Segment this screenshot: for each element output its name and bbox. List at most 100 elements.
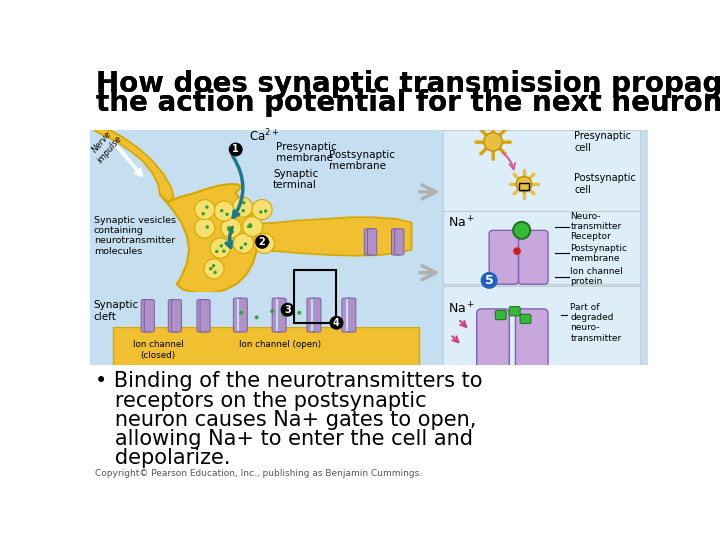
Circle shape	[214, 201, 234, 221]
Text: Postsynaptic
cell: Postsynaptic cell	[575, 173, 636, 195]
Text: 1: 1	[233, 145, 239, 154]
Text: neuron causes Na+ gates to open,: neuron causes Na+ gates to open,	[94, 410, 476, 430]
Circle shape	[215, 250, 218, 253]
Circle shape	[244, 242, 247, 246]
FancyBboxPatch shape	[516, 309, 548, 368]
Text: Part of
degraded
neuro-
transmitter: Part of degraded neuro- transmitter	[570, 302, 622, 343]
Text: depolarize.: depolarize.	[94, 448, 230, 468]
Circle shape	[228, 226, 230, 230]
Text: Postsynaptic
membrane: Postsynaptic membrane	[570, 244, 628, 263]
FancyBboxPatch shape	[307, 298, 316, 332]
Circle shape	[205, 225, 209, 228]
Circle shape	[247, 225, 251, 228]
Circle shape	[212, 264, 215, 267]
Circle shape	[255, 235, 269, 249]
FancyBboxPatch shape	[238, 298, 248, 332]
Circle shape	[266, 240, 270, 244]
FancyBboxPatch shape	[113, 327, 419, 367]
Text: Presynaptic
cell: Presynaptic cell	[575, 131, 631, 153]
FancyBboxPatch shape	[276, 298, 286, 332]
FancyBboxPatch shape	[90, 65, 648, 130]
Text: Copyright© Pearson Education, Inc., publishing as Benjamin Cummings.: Copyright© Pearson Education, Inc., publ…	[94, 469, 422, 477]
Text: Ion channel
(closed): Ion channel (closed)	[132, 340, 184, 360]
Text: 3: 3	[284, 305, 291, 315]
FancyBboxPatch shape	[90, 365, 648, 481]
Text: Neuro-
transmitter
Receptor: Neuro- transmitter Receptor	[570, 212, 622, 241]
Circle shape	[210, 238, 230, 258]
Text: 5: 5	[485, 274, 493, 287]
FancyBboxPatch shape	[364, 229, 374, 255]
Text: receptors on the postsynaptic: receptors on the postsynaptic	[94, 390, 426, 410]
Circle shape	[264, 210, 267, 213]
Text: 4: 4	[333, 318, 340, 328]
Circle shape	[213, 271, 217, 274]
Circle shape	[265, 240, 269, 244]
Circle shape	[241, 209, 245, 212]
Text: Synaptic
cleft: Synaptic cleft	[94, 300, 139, 322]
Text: How does synaptic transmission propagate: How does synaptic transmission propagate	[96, 70, 720, 98]
Text: Ion channel (open): Ion channel (open)	[239, 340, 321, 349]
Text: Nerve
impulse: Nerve impulse	[87, 127, 124, 165]
Text: Synaptic vesicles
containing
neurotransmitter
molecules: Synaptic vesicles containing neurotransm…	[94, 215, 176, 256]
Text: Na$^+$: Na$^+$	[448, 301, 475, 316]
FancyBboxPatch shape	[495, 310, 506, 320]
Circle shape	[242, 201, 246, 205]
Circle shape	[516, 177, 532, 192]
Text: Ca$^{2+}$: Ca$^{2+}$	[249, 127, 279, 144]
Circle shape	[233, 197, 253, 217]
FancyBboxPatch shape	[489, 231, 518, 284]
FancyBboxPatch shape	[477, 309, 509, 368]
Circle shape	[229, 228, 232, 232]
Circle shape	[229, 143, 243, 157]
FancyArrowPatch shape	[420, 266, 436, 280]
Circle shape	[202, 212, 205, 215]
Text: the action potential for the next neuron?: the action potential for the next neuron…	[96, 90, 720, 117]
FancyBboxPatch shape	[197, 300, 207, 332]
Circle shape	[281, 303, 294, 316]
FancyBboxPatch shape	[141, 300, 151, 332]
Circle shape	[282, 313, 286, 317]
Polygon shape	[160, 184, 256, 293]
FancyBboxPatch shape	[395, 229, 404, 255]
FancyBboxPatch shape	[443, 286, 640, 367]
FancyBboxPatch shape	[346, 298, 356, 332]
Text: Postsynaptic
membrane: Postsynaptic membrane	[329, 150, 395, 171]
Circle shape	[233, 233, 253, 253]
Circle shape	[513, 247, 521, 255]
Circle shape	[194, 218, 215, 238]
FancyBboxPatch shape	[443, 130, 640, 211]
FancyBboxPatch shape	[342, 298, 351, 332]
FancyBboxPatch shape	[168, 300, 179, 332]
Circle shape	[204, 259, 224, 279]
Circle shape	[222, 249, 225, 253]
Circle shape	[205, 205, 209, 209]
Circle shape	[254, 233, 274, 253]
Text: Presynaptic
membrane: Presynaptic membrane	[276, 142, 337, 164]
Text: How does synaptic transmission propagate: How does synaptic transmission propagate	[96, 70, 720, 98]
Circle shape	[239, 311, 243, 315]
Text: Ion channel
protein: Ion channel protein	[570, 267, 624, 286]
Circle shape	[297, 311, 301, 315]
Circle shape	[330, 316, 343, 330]
Circle shape	[243, 217, 263, 237]
Circle shape	[249, 225, 253, 228]
Text: allowing Na+ to enter the cell and: allowing Na+ to enter the cell and	[94, 429, 472, 449]
FancyBboxPatch shape	[233, 298, 243, 332]
FancyBboxPatch shape	[367, 229, 377, 255]
FancyBboxPatch shape	[90, 130, 648, 367]
FancyBboxPatch shape	[520, 314, 531, 323]
Circle shape	[513, 222, 530, 239]
FancyBboxPatch shape	[509, 307, 520, 316]
Circle shape	[220, 244, 223, 247]
Text: Synaptic
terminal: Synaptic terminal	[273, 168, 318, 191]
Text: the action potential for the next neuron?: the action potential for the next neuron…	[96, 90, 720, 117]
FancyArrowPatch shape	[420, 185, 436, 199]
Circle shape	[248, 223, 252, 226]
Circle shape	[240, 246, 243, 249]
FancyBboxPatch shape	[312, 298, 321, 332]
Circle shape	[259, 211, 263, 214]
Polygon shape	[249, 211, 412, 256]
Circle shape	[255, 315, 258, 319]
FancyBboxPatch shape	[200, 300, 210, 332]
FancyBboxPatch shape	[272, 298, 282, 332]
